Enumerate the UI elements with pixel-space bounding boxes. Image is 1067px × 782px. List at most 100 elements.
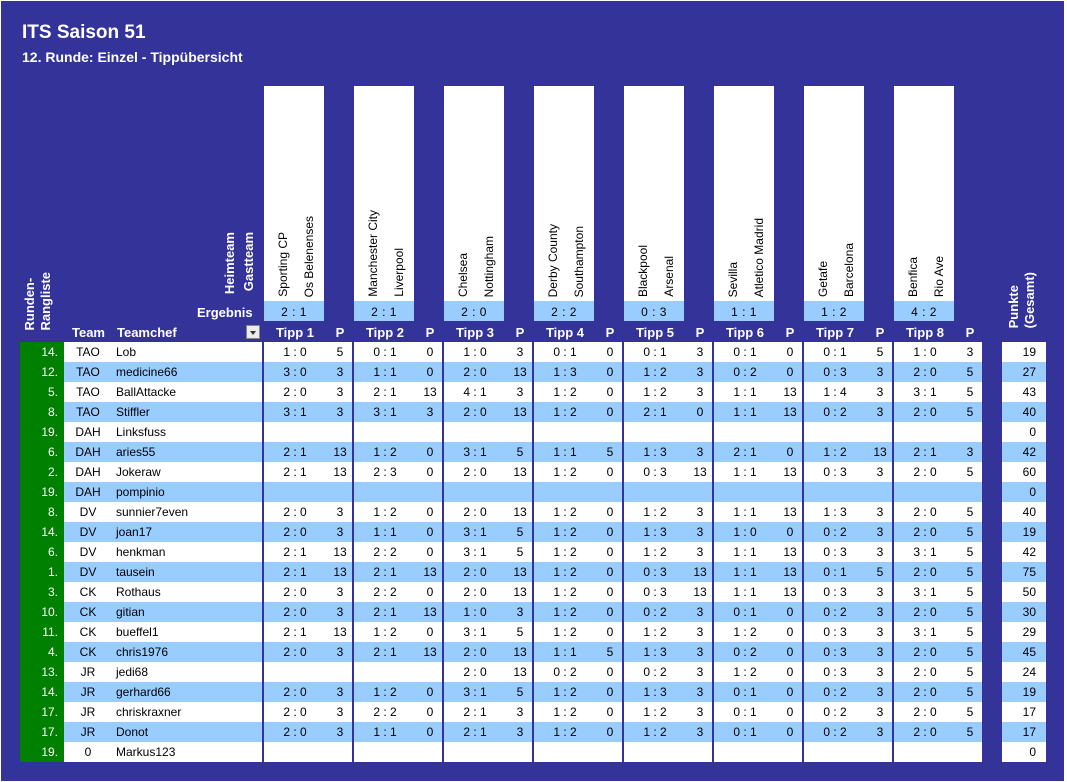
match-8-home-team: Benfica	[906, 256, 920, 297]
tipp-cell	[894, 422, 956, 442]
tipp-cell: 1 : 0	[283, 345, 307, 359]
team-cell: JR	[80, 705, 96, 719]
points-cell	[326, 482, 354, 502]
tipp-cell: 3 : 1	[463, 525, 487, 539]
tipp-cell: 0 : 1	[643, 345, 667, 359]
points-cell: 3	[336, 365, 344, 379]
points-cell: 13	[513, 465, 527, 479]
points-cell: 3	[876, 645, 884, 659]
points-cell: 13	[783, 545, 797, 559]
tipp-cell: 1 : 1	[733, 385, 757, 399]
points-cell: 13	[513, 645, 527, 659]
tipp-cell	[264, 422, 326, 442]
table-row: JR Donot 2 : 0 3 1 : 1 0 2 : 1 3 1 : 2 0 1 : …	[64, 722, 984, 742]
points-cell: 13	[513, 565, 527, 579]
points-cell	[596, 742, 624, 762]
match-4-home-team: Derby County	[546, 223, 560, 297]
team-cell: DV	[79, 525, 97, 539]
points-cell: 0	[426, 465, 434, 479]
points-cell: 13	[333, 465, 347, 479]
points-cell	[326, 742, 354, 762]
points-cell: 0	[606, 725, 614, 739]
table-row: DV henkman 2 : 1 13 2 : 2 0 3 : 1 5 1 : 2 0 1…	[64, 542, 984, 562]
total-points-cell: 42	[1002, 442, 1046, 462]
tipp-cell	[714, 422, 776, 442]
tipp-cell: 2 : 1	[913, 445, 937, 459]
points-cell: 3	[876, 385, 884, 399]
total-points-cell: 60	[1002, 462, 1046, 482]
team-cell: CK	[79, 585, 97, 599]
points-cell	[866, 482, 894, 502]
tipp-cell: 1 : 3	[643, 645, 667, 659]
team-cell: CK	[79, 645, 97, 659]
points-cell: 5	[966, 505, 974, 519]
tipp-cell: 0 : 3	[823, 625, 847, 639]
points-cell	[776, 422, 804, 442]
points-cell: 3	[696, 685, 704, 699]
points-cell	[506, 742, 534, 762]
filter-dropdown-button[interactable]	[246, 325, 260, 339]
total-points-cell: 0	[1002, 742, 1046, 762]
teamchef-cell: jedi68	[116, 665, 149, 679]
heimteam-label: Heimteam	[222, 232, 237, 295]
column-divider	[622, 342, 624, 762]
total-points-cell: 24	[1002, 662, 1046, 682]
teamchef-cell: chriskraxner	[116, 705, 182, 719]
match-5-result: 0 : 3	[641, 305, 667, 319]
points-cell: 13	[783, 465, 797, 479]
tipp-cell	[264, 742, 326, 762]
points-cell	[686, 482, 714, 502]
points-cell: 0	[426, 725, 434, 739]
tipp-cell	[444, 482, 506, 502]
tipp-cell: 1 : 2	[553, 385, 577, 399]
team-cell: DV	[79, 505, 97, 519]
tipp-cell	[534, 422, 596, 442]
tipp-cell: 2 : 0	[283, 585, 307, 599]
match-7-result-box	[804, 301, 864, 321]
match-3-teams-box: Chelsea Nottingham	[444, 86, 504, 301]
tipp-cell: 0 : 3	[823, 365, 847, 379]
points-cell: 3	[516, 385, 524, 399]
points-cell: 5	[966, 685, 974, 699]
points-cell: 13	[423, 605, 437, 619]
tipp-cell: 2 : 0	[463, 645, 487, 659]
tipp-cell: 2 : 0	[283, 525, 307, 539]
tipp-cell: 2 : 2	[373, 545, 397, 559]
tipp-cell: 2 : 1	[283, 445, 307, 459]
tipp-cell	[624, 742, 686, 762]
points-cell: 5	[516, 545, 524, 559]
points-cell: 3	[876, 685, 884, 699]
tipp-cell: 3 : 1	[283, 405, 307, 419]
points-cell	[956, 422, 984, 442]
points-cell: 0	[426, 525, 434, 539]
tipp-cell: 1 : 2	[643, 365, 667, 379]
points-cell: 3	[876, 585, 884, 599]
points-cell: 0	[606, 545, 614, 559]
match-3-result-box	[444, 301, 504, 321]
points-cell: 0	[606, 665, 614, 679]
tipp-cell: 2 : 2	[373, 585, 397, 599]
tipp-cell: 2 : 1	[463, 725, 487, 739]
team-cell: TAO	[76, 405, 100, 419]
match-6-away-team: Atletico Madrid	[752, 217, 766, 297]
points-8-header: P	[965, 325, 975, 340]
points-cell: 5	[966, 725, 974, 739]
tipp-cell: 2 : 1	[463, 705, 487, 719]
rank-cell: 4.	[20, 642, 64, 662]
tipp-cell: 2 : 3	[373, 465, 397, 479]
table-row: DV sunnier7even 2 : 0 3 1 : 2 0 2 : 0 13 1 :…	[64, 502, 984, 522]
points-cell: 3	[876, 605, 884, 619]
tipp-cell: 1 : 2	[823, 445, 847, 459]
match-4-away-team: Southampton	[572, 225, 586, 297]
points-cell: 0	[696, 405, 704, 419]
tipp-cell: 0 : 2	[733, 645, 757, 659]
tipp-cell: 1 : 2	[553, 565, 577, 579]
tipp-cell: 1 : 2	[733, 625, 757, 639]
tipp-cell: 3 : 1	[913, 545, 937, 559]
total-points-cell: 30	[1002, 602, 1046, 622]
rank-cell: 19.	[20, 482, 64, 502]
tipp-cell	[264, 662, 326, 682]
tipp-cell: 2 : 0	[913, 505, 937, 519]
tipp-cell: 2 : 0	[913, 705, 937, 719]
points-cell: 0	[606, 505, 614, 519]
